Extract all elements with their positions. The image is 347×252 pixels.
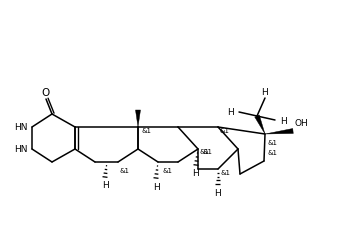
Text: H: H: [193, 169, 200, 178]
Text: &1: &1: [268, 149, 278, 155]
Text: &1: &1: [268, 139, 278, 145]
Text: O: O: [41, 88, 49, 98]
Text: H: H: [102, 180, 108, 189]
Text: H: H: [153, 182, 159, 191]
Text: &1: &1: [220, 128, 230, 134]
Text: &1: &1: [119, 167, 129, 173]
Polygon shape: [265, 129, 293, 135]
Text: &1: &1: [221, 169, 231, 175]
Polygon shape: [255, 115, 265, 135]
Polygon shape: [135, 111, 141, 128]
Text: &1: &1: [200, 148, 210, 154]
Text: &1: &1: [141, 128, 151, 134]
Text: &1: &1: [163, 167, 173, 173]
Text: H: H: [215, 188, 221, 197]
Text: OH: OH: [295, 118, 309, 127]
Text: H: H: [280, 116, 287, 125]
Text: HN: HN: [15, 145, 28, 154]
Text: H: H: [227, 107, 234, 116]
Text: &1: &1: [203, 148, 213, 154]
Text: HN: HN: [15, 123, 28, 132]
Text: H: H: [262, 87, 268, 96]
